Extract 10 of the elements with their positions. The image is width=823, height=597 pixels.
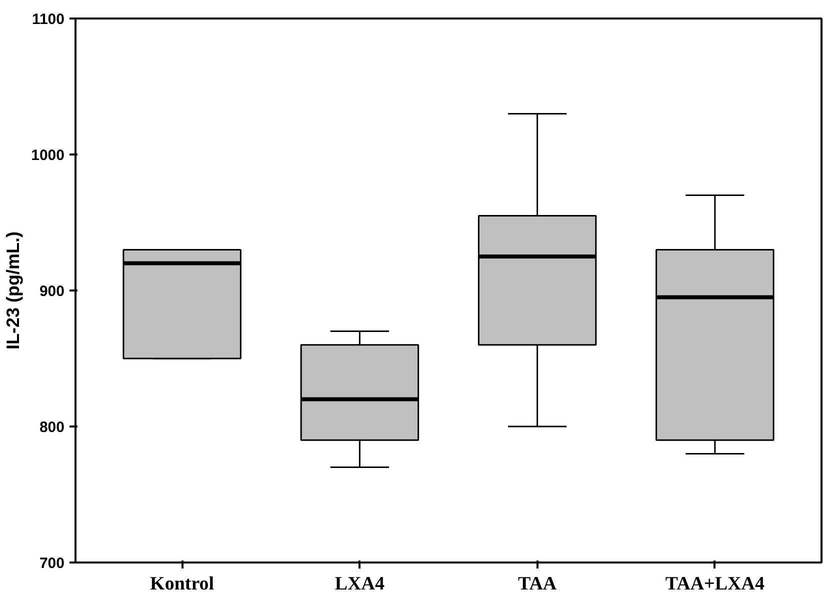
y-tick-label: 1000	[31, 147, 65, 164]
y-tick-label: 900	[39, 283, 65, 300]
x-tick-label: TAA	[518, 574, 557, 594]
y-axis-title: IL-23 (pg/mL.)	[3, 231, 24, 350]
x-tick-label: LXA4	[334, 574, 385, 594]
x-tick-label: Kontrol	[150, 574, 214, 594]
y-tick-label: 1100	[32, 11, 65, 28]
y-tick-label: 700	[39, 555, 65, 572]
y-tick-label: 800	[39, 419, 65, 436]
x-tick-label: TAA+LXA4	[665, 574, 765, 594]
